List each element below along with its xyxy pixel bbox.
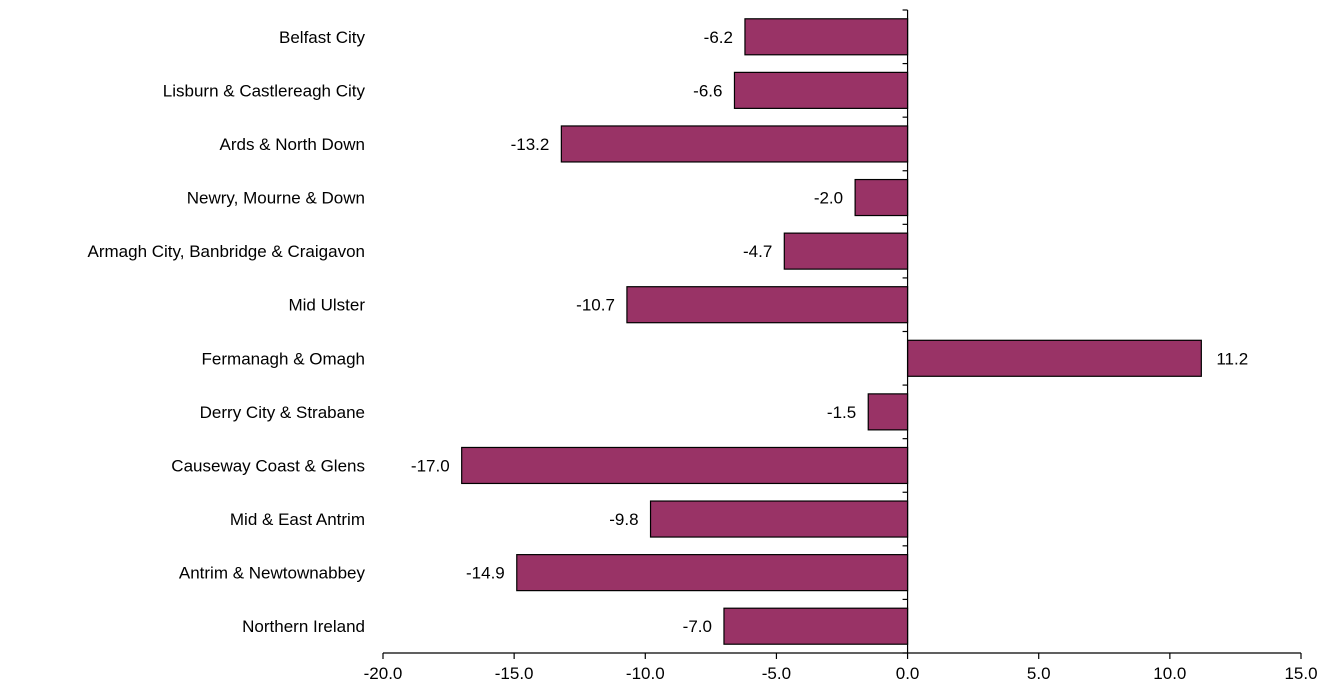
bar-derry-city-and-strabane — [867, 393, 909, 431]
bar-mid-ulster — [626, 286, 909, 324]
category-label-derry-city-and-strabane: Derry City & Strabane — [200, 403, 365, 422]
x-tick-label: 10.0 — [1153, 664, 1186, 683]
bar-mid-and-east-antrim — [649, 500, 909, 538]
x-tick-label: -5.0 — [762, 664, 791, 683]
axes-layer — [382, 9, 1302, 659]
value-label-newry-mourne-and-down: -2.0 — [814, 189, 843, 208]
bar-belfast-city — [744, 18, 909, 56]
value-label-belfast-city: -6.2 — [704, 28, 733, 47]
value-label-mid-ulster: -10.7 — [576, 296, 615, 315]
category-label-mid-ulster: Mid Ulster — [288, 296, 365, 315]
x-tick-label: 5.0 — [1027, 664, 1051, 683]
category-label-armagh-city-banbridge-and-craigavon: Armagh City, Banbridge & Craigavon — [88, 242, 366, 261]
x-tick-label: -20.0 — [364, 664, 403, 683]
x-tick-label: 15.0 — [1284, 664, 1317, 683]
category-label-fermanagh-and-omagh: Fermanagh & Omagh — [202, 349, 365, 368]
bar-ards-and-north-down — [560, 125, 909, 163]
labels-layer: -6.2 Belfast City -6.6 Lisburn & Castlereag… — [88, 28, 1318, 683]
x-tick-label: -10.0 — [626, 664, 665, 683]
bar-antrim-and-newtownabbey — [516, 554, 909, 592]
category-label-lisburn-and-castlereagh-city: Lisburn & Castlereagh City — [163, 81, 366, 100]
value-label-lisburn-and-castlereagh-city: -6.6 — [693, 81, 722, 100]
category-label-northern-ireland: Northern Ireland — [242, 617, 365, 636]
category-label-belfast-city: Belfast City — [279, 28, 365, 47]
category-label-antrim-and-newtownabbey: Antrim & Newtownabbey — [179, 564, 366, 583]
value-label-mid-and-east-antrim: -9.8 — [609, 510, 638, 529]
bar-newry-mourne-and-down — [854, 178, 909, 217]
value-label-derry-city-and-strabane: -1.5 — [827, 403, 856, 422]
category-label-causeway-coast-and-glens: Causeway Coast & Glens — [171, 456, 365, 475]
value-label-northern-ireland: -7.0 — [683, 617, 712, 636]
x-tick-label: 0.0 — [896, 664, 920, 683]
value-label-ards-and-north-down: -13.2 — [511, 135, 550, 154]
value-label-antrim-and-newtownabbey: -14.9 — [466, 564, 505, 583]
value-label-fermanagh-and-omagh: 11.2 — [1216, 349, 1248, 368]
bar-fermanagh-and-omagh — [906, 339, 1202, 377]
value-label-causeway-coast-and-glens: -17.0 — [411, 456, 450, 475]
bar-northern-ireland — [723, 607, 909, 645]
category-label-ards-and-north-down: Ards & North Down — [220, 135, 366, 154]
bar-armagh-city-banbridge-and-craigavon — [783, 232, 909, 270]
bar-lisburn-and-castlereagh-city — [733, 71, 909, 109]
category-label-newry-mourne-and-down: Newry, Mourne & Down — [187, 189, 365, 208]
bars-layer — [461, 18, 1202, 645]
value-label-armagh-city-banbridge-and-craigavon: -4.7 — [743, 242, 772, 261]
category-label-mid-and-east-antrim: Mid & East Antrim — [230, 510, 365, 529]
bar-causeway-coast-and-glens — [461, 446, 909, 485]
x-tick-label: -15.0 — [495, 664, 534, 683]
